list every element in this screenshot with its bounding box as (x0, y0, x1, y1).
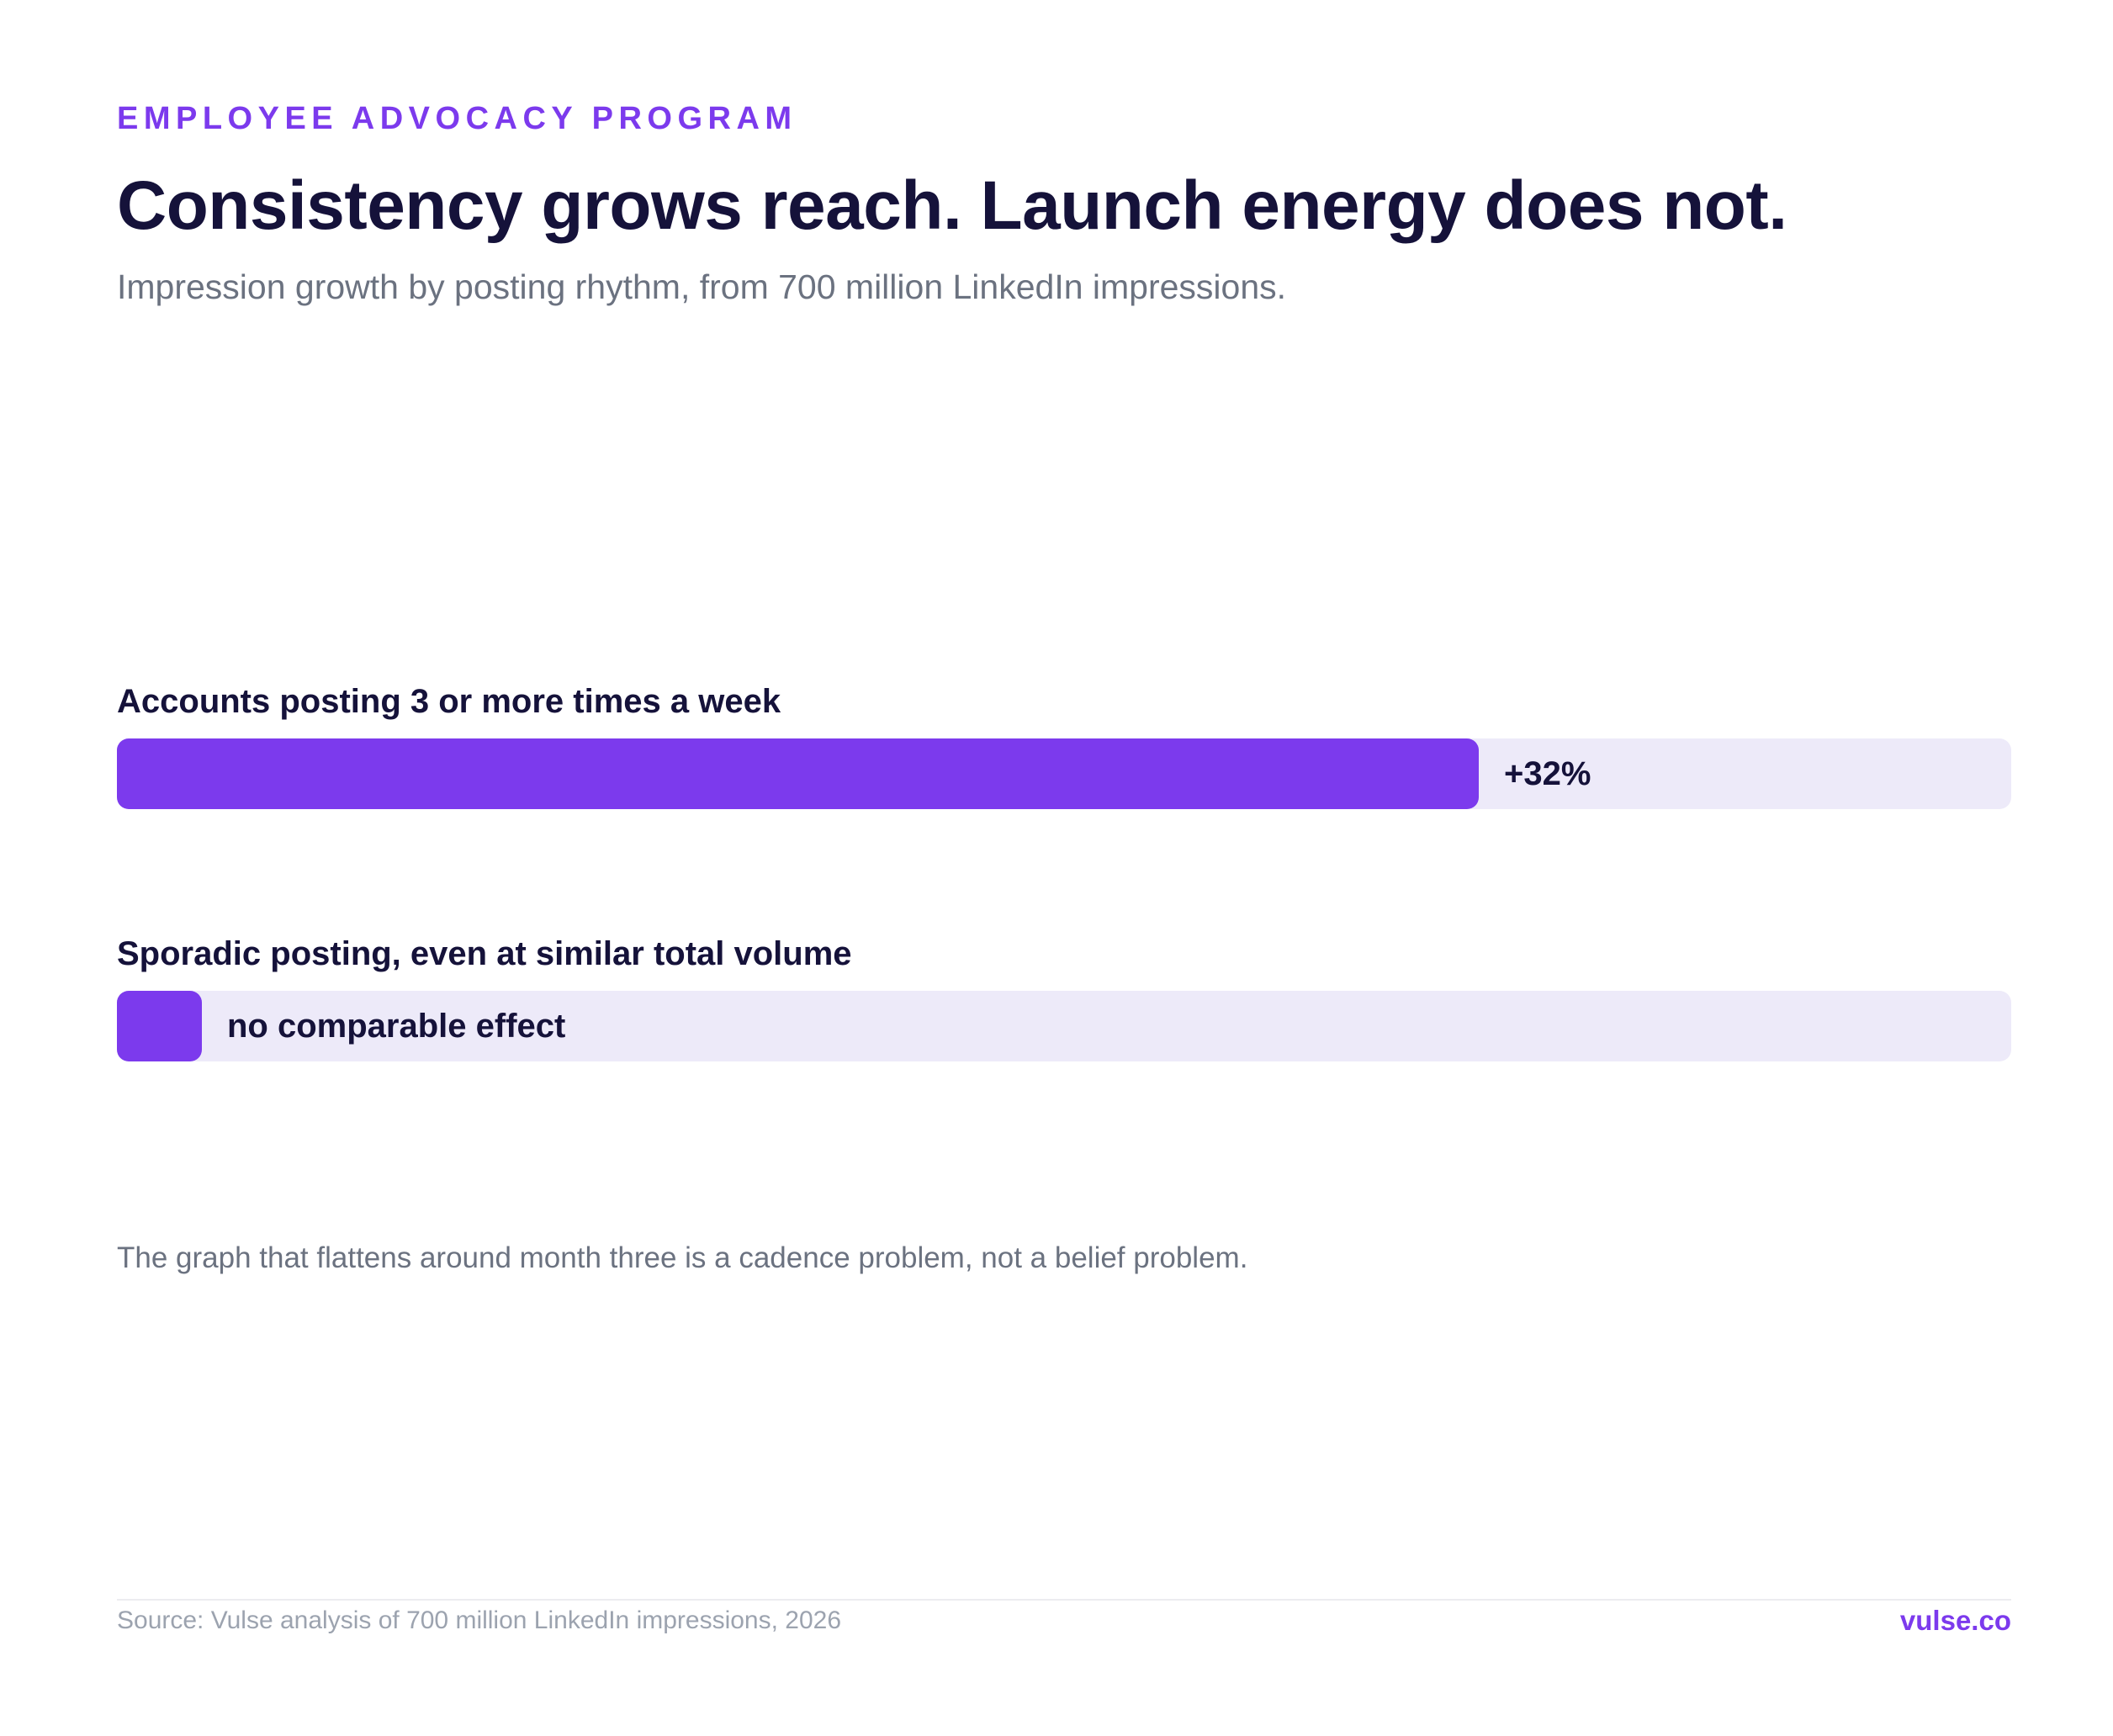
page-subtitle: Impression growth by posting rhythm, fro… (117, 267, 1287, 306)
footer-divider (117, 1599, 2011, 1601)
chart-note: The graph that flattens around month thr… (117, 1241, 1248, 1274)
bar-fill-2 (117, 991, 202, 1061)
page-title: Consistency grows reach. Launch energy d… (117, 167, 1787, 244)
eyebrow: EMPLOYEE ADVOCACY PROGRAM (117, 101, 797, 136)
bar-fill-1 (117, 738, 1479, 809)
bar-label-2: Sporadic posting, even at similar total … (117, 935, 852, 972)
bar-track-2: no comparable effect (117, 991, 2011, 1061)
bar-value-label-1: +32% (1504, 755, 1591, 792)
bar-value-label-2: no comparable effect (227, 1008, 566, 1045)
bar-track-1: +32% (117, 738, 2011, 809)
brand-link[interactable]: vulse.co (1899, 1605, 2011, 1636)
bar-label-1: Accounts posting 3 or more times a week (117, 683, 781, 720)
source-text: Source: Vulse analysis of 700 million Li… (117, 1606, 842, 1634)
